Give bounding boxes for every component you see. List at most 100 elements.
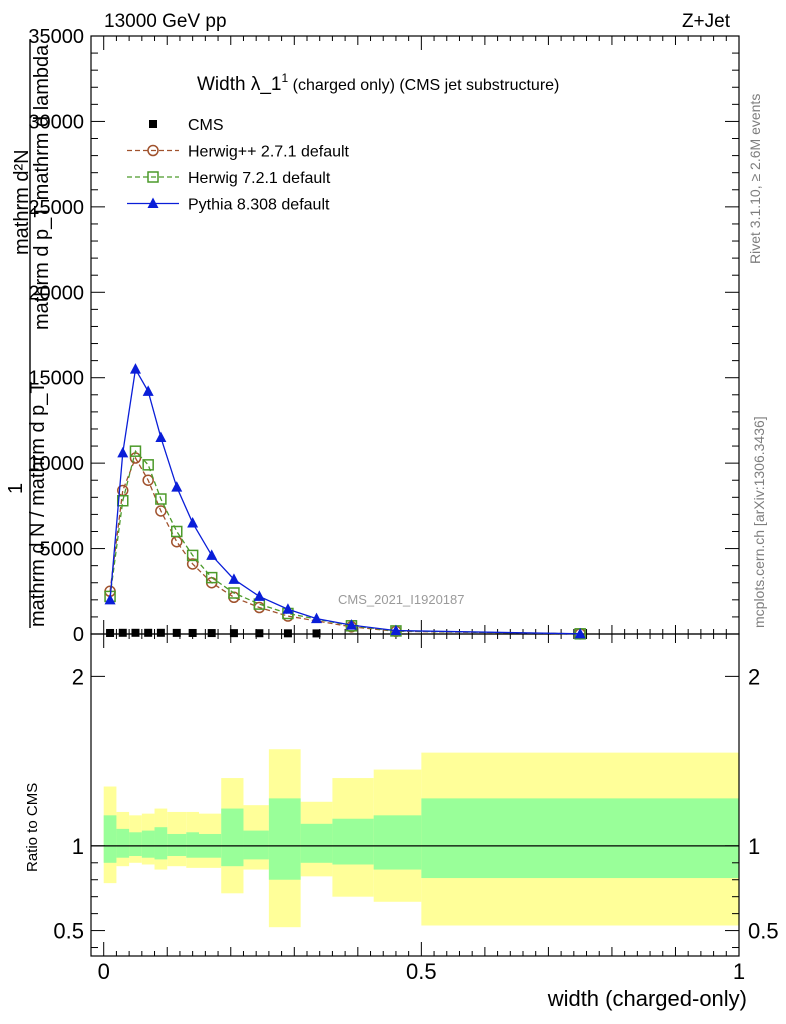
- band-green-2: [129, 832, 142, 857]
- legend-item-herwigpp: Herwig++ 2.7.1 default: [127, 144, 350, 161]
- data-point-cms: [188, 628, 197, 637]
- band-green-0: [103, 815, 117, 863]
- band-green-13: [373, 815, 422, 870]
- data-point-herwig7: [171, 525, 183, 538]
- data-point-cms: [283, 629, 292, 638]
- series-herwig7: [104, 445, 586, 640]
- data-point-cms: [229, 629, 238, 638]
- data-point-cms: [106, 628, 115, 637]
- ratio-y-axis-label: Ratio to CMS: [24, 783, 41, 872]
- y-label-denominator: mathrm d N / mathrm d p_T: [27, 381, 49, 627]
- data-point-pythia: [574, 627, 586, 639]
- data-series: [104, 363, 586, 640]
- main-y-tick-label: 0: [73, 624, 84, 646]
- data-point-cms: [156, 628, 165, 637]
- plot-title-superscript: 1: [281, 71, 288, 85]
- data-point-cms: [118, 628, 127, 637]
- legend-marker-herwig7: [147, 171, 159, 183]
- legend-item-herwig7: Herwig 7.2.1 default: [127, 170, 331, 187]
- legend-label-herwig7: Herwig 7.2.1 default: [188, 170, 331, 187]
- ratio-uncertainty-bands: [103, 749, 739, 928]
- data-point-herwig7: [228, 587, 240, 599]
- data-point-pythia: [282, 603, 294, 614]
- band-green-6: [186, 832, 199, 858]
- legend-item-pythia: Pythia 8.308 default: [127, 197, 330, 214]
- series-cms: [106, 628, 321, 638]
- band-green-1: [116, 828, 130, 858]
- main-y-tick-label: 30000: [28, 111, 84, 133]
- y-label-one: 1: [5, 483, 27, 494]
- main-y-tick-label: 20000: [28, 282, 84, 304]
- main-y-tick-labels: 0 5000 10000 15000 20000 25000 30000 35000: [28, 26, 84, 646]
- legend-marker-cms: [149, 120, 157, 128]
- data-point-herwig7: [205, 571, 218, 584]
- ratio-y-tick-label-right: 2: [748, 664, 760, 689]
- x-tick-labels: 0 0.5 1: [98, 959, 746, 984]
- ratio-y-tick-label-left: 0.5: [53, 919, 84, 944]
- data-point-herwig7: [117, 494, 129, 507]
- data-point-pythia: [104, 593, 116, 605]
- data-point-pythia: [311, 612, 323, 624]
- band-green-4: [154, 827, 168, 860]
- plot-title-rest: (charged only) (CMS jet substructure): [288, 77, 559, 94]
- band-green-11: [300, 823, 333, 863]
- ratio-y-tick-labels: 0.5 0.5 1 1 2 2: [53, 664, 778, 943]
- legend: CMS Herwig++ 2.7.1 default Herwig 7.2.1 de…: [127, 117, 350, 214]
- x-tick-label: 1: [733, 959, 745, 984]
- legend-marker-pythia: [147, 197, 159, 208]
- data-point-herwigpp: [155, 505, 167, 517]
- band-green-3: [141, 830, 155, 858]
- main-y-tick-label: 15000: [28, 368, 84, 390]
- ratio-y-tick-label-left: 1: [72, 834, 84, 859]
- ratio-plot-frame: [90, 633, 740, 957]
- x-axis-label: width (charged-only): [547, 986, 747, 1011]
- ratio-y-tick-label-right: 0.5: [748, 919, 779, 944]
- data-point-pythia: [228, 573, 240, 584]
- data-point-pythia: [171, 481, 183, 492]
- data-point-pythia: [129, 363, 141, 374]
- analysis-watermark: CMS_2021_I1920187: [338, 592, 465, 607]
- data-point-pythia: [187, 516, 199, 528]
- x-tick-label: 0: [98, 959, 110, 984]
- data-point-pythia: [390, 624, 402, 636]
- legend-label-pythia: Pythia 8.308 default: [188, 197, 330, 214]
- data-point-herwig7: [142, 459, 154, 471]
- legend-label-herwigpp: Herwig++ 2.7.1 default: [188, 144, 350, 161]
- legend-marker-herwigpp: [147, 144, 159, 157]
- main-y-tick-label: 10000: [28, 453, 84, 475]
- main-y-axis-label: mathrm d²N mathrm d p_T mathrm d lambda …: [5, 40, 53, 628]
- band-green-9: [243, 830, 269, 860]
- data-point-pythia: [142, 385, 154, 396]
- data-point-cms: [207, 629, 216, 638]
- data-point-herwigpp: [171, 535, 183, 548]
- main-y-tick-label: 25000: [28, 197, 84, 219]
- header-energy-label: 13000 GeV pp: [104, 11, 227, 32]
- x-tick-label: 0.5: [406, 959, 437, 984]
- data-point-herwigpp: [186, 558, 199, 570]
- data-point-pythia: [253, 590, 265, 601]
- data-point-pythia: [345, 619, 357, 630]
- plot-title: Width λ_11 (charged only) (CMS jet subst…: [197, 71, 559, 95]
- data-point-pythia: [155, 431, 167, 443]
- data-point-herwigpp: [142, 474, 154, 486]
- data-point-herwig7: [129, 445, 142, 457]
- y-label-numerator-line1: mathrm d²N: [11, 149, 33, 255]
- band-green-14: [421, 798, 739, 879]
- main-y-tick-label: 5000: [40, 539, 85, 561]
- legend-label-cms: CMS: [188, 117, 224, 134]
- band-green-8: [221, 808, 244, 867]
- data-point-cms: [312, 629, 321, 638]
- data-point-cms: [172, 628, 181, 637]
- data-point-herwig7: [155, 493, 167, 505]
- header-process-label: Z+Jet: [682, 11, 731, 32]
- band-green-12: [332, 818, 374, 865]
- data-point-cms: [255, 629, 264, 638]
- ratio-y-tick-label-right: 1: [748, 834, 760, 859]
- y-label-numerator-line2: mathrm d p_T mathrm d lambda: [31, 44, 53, 330]
- legend-item-cms: CMS: [149, 117, 224, 134]
- data-point-cms: [144, 628, 153, 637]
- ratio-y-tick-label-left: 2: [72, 664, 84, 689]
- plot-title-main: Width λ_1: [197, 74, 281, 95]
- main-y-tick-label: 35000: [28, 26, 84, 48]
